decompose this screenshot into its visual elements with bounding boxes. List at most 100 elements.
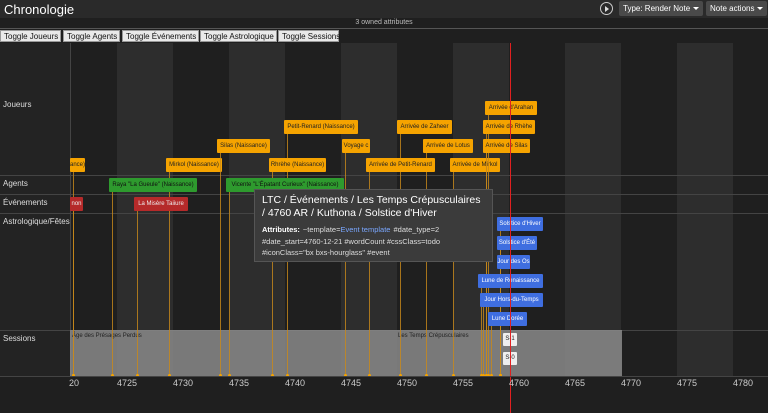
player-event[interactable]: Rhrèhe (Naissance) bbox=[269, 158, 326, 172]
axis-label: 4770 bbox=[621, 378, 642, 388]
session-range-label: Les Temps Crépusculaires bbox=[398, 333, 469, 339]
axis-label: 4730 bbox=[173, 378, 194, 388]
astro-event[interactable]: Solstice d'Hiver bbox=[497, 217, 543, 231]
item-guide bbox=[229, 192, 230, 376]
label-column bbox=[0, 43, 71, 376]
axis-label: 4735 bbox=[229, 378, 250, 388]
axis-dot bbox=[499, 374, 502, 377]
item-guide bbox=[486, 153, 487, 376]
axis-dot bbox=[490, 374, 493, 377]
row-label: Astrologique/Fêtes bbox=[3, 217, 70, 226]
session-range-label: Âge des Présages Perdus bbox=[72, 333, 142, 339]
axis-label: 4760 bbox=[509, 378, 530, 388]
item-guide bbox=[137, 211, 138, 376]
axis-dot bbox=[136, 374, 139, 377]
axis-dot bbox=[344, 374, 347, 377]
axis-dot bbox=[228, 374, 231, 377]
axis-label: 4750 bbox=[397, 378, 418, 388]
item-guide bbox=[483, 307, 484, 376]
agent-event[interactable]: Vicente "L'Épatant Curieux" (Naissance) bbox=[226, 178, 344, 192]
item-guide bbox=[345, 153, 346, 376]
current-time bbox=[510, 43, 511, 413]
toggle-button[interactable]: Toggle Agents bbox=[63, 30, 120, 42]
axis-dot bbox=[452, 374, 455, 377]
header-bar bbox=[0, 0, 768, 18]
player-event[interactable]: Arrivée de Zaheer bbox=[397, 120, 452, 134]
attribute: #date_type=2 #date_start=4760-12-21 #wor… bbox=[262, 225, 441, 257]
note-actions-button[interactable]: Note actions bbox=[706, 1, 768, 16]
axis-label: 20 bbox=[69, 378, 80, 388]
play-button[interactable] bbox=[600, 2, 613, 15]
axis-dot bbox=[425, 374, 428, 377]
toggle-button[interactable]: Toggle Joueurs bbox=[0, 30, 61, 42]
axis-label: 4780 bbox=[733, 378, 754, 388]
axis-label: 4745 bbox=[341, 378, 362, 388]
player-event[interactable]: Voyage c bbox=[342, 139, 370, 153]
axis-dot bbox=[487, 374, 490, 377]
astro-event[interactable]: Solstice d'Été bbox=[497, 236, 537, 250]
axis-dot bbox=[271, 374, 274, 377]
player-event[interactable]: Arrivée de Silas bbox=[483, 139, 530, 153]
axis-label: 4765 bbox=[565, 378, 586, 388]
player-event[interactable]: Arrivée de Mirkol bbox=[450, 158, 500, 172]
axis-label: 4740 bbox=[285, 378, 306, 388]
astro-event[interactable]: Lune Dorée bbox=[488, 312, 527, 326]
axis-dot bbox=[72, 374, 75, 377]
axis-label: 4755 bbox=[453, 378, 474, 388]
axis-dot bbox=[368, 374, 371, 377]
item-guide bbox=[453, 172, 454, 376]
axis-dot bbox=[111, 374, 114, 377]
item-guide bbox=[272, 172, 273, 376]
toggle-button[interactable]: Toggle Sessions bbox=[278, 30, 340, 42]
attributes-label: Attributes: bbox=[262, 225, 300, 234]
time-band bbox=[677, 43, 733, 376]
item-guide bbox=[220, 153, 221, 376]
item-guide bbox=[481, 288, 482, 376]
item-guide bbox=[73, 211, 74, 376]
tooltip-title: LTC / Événements / Les Temps Crépusculai… bbox=[262, 194, 481, 219]
player-event[interactable]: Arrivée de Petit-Renard bbox=[366, 158, 435, 172]
row-divider bbox=[0, 175, 768, 176]
astro-event[interactable]: Jour des Os bbox=[497, 255, 530, 269]
row-label: Événements bbox=[3, 198, 48, 207]
axis-dot bbox=[399, 374, 402, 377]
row-label: Agents bbox=[3, 179, 28, 188]
player-event[interactable]: Arrivée de Lotus bbox=[423, 139, 473, 153]
axis-label: 4775 bbox=[677, 378, 698, 388]
item-guide bbox=[369, 172, 370, 376]
player-event[interactable]: Arrivée d'Arahan bbox=[485, 101, 537, 115]
session-range bbox=[70, 330, 622, 376]
toggle-button[interactable]: Toggle Astrologique bbox=[200, 30, 277, 42]
player-event[interactable]: Arrivée de Rhèhe bbox=[483, 120, 535, 134]
axis-label: 4725 bbox=[117, 378, 138, 388]
row-label: Sessions bbox=[3, 334, 36, 343]
row-label: Joueurs bbox=[3, 100, 32, 109]
axis-dot bbox=[286, 374, 289, 377]
attribute: ~template= bbox=[302, 225, 341, 234]
player-event[interactable]: Silas (Naissance) bbox=[217, 139, 270, 153]
axis-dot bbox=[485, 374, 488, 377]
event-item[interactable]: non bbox=[70, 197, 83, 211]
item-guide bbox=[112, 192, 113, 376]
item-guide bbox=[169, 172, 170, 376]
axis-dot bbox=[219, 374, 222, 377]
type-button[interactable]: Type: Render Note bbox=[619, 1, 704, 16]
axis-dot bbox=[482, 374, 485, 377]
toggle-button[interactable]: Toggle Événements bbox=[122, 30, 199, 42]
event-item[interactable]: La Misère Taiiure bbox=[134, 197, 188, 211]
axis-line bbox=[0, 376, 768, 377]
template-link[interactable]: Event template bbox=[340, 225, 391, 234]
item-guide bbox=[426, 153, 427, 376]
agent-event[interactable]: Raya "La Gueule" (Naissance) bbox=[109, 178, 197, 192]
page-title: Chronologie bbox=[4, 2, 75, 17]
owned-attributes[interactable]: 3 owned attributes bbox=[0, 18, 768, 29]
time-band bbox=[565, 43, 621, 376]
player-event[interactable]: ance) bbox=[70, 158, 85, 172]
tooltip-attributes: Attributes: ~template=Event template #date… bbox=[262, 224, 485, 259]
tooltip: LTC / Événements / Les Temps Crépusculai… bbox=[254, 189, 493, 262]
astro-event[interactable]: Jour Hors-du-Temps bbox=[480, 293, 543, 307]
player-event[interactable]: Mirkol (Naissance) bbox=[166, 158, 222, 172]
player-event[interactable]: Petit-Renard (Naissance) bbox=[284, 120, 358, 134]
axis-dot bbox=[480, 374, 483, 377]
